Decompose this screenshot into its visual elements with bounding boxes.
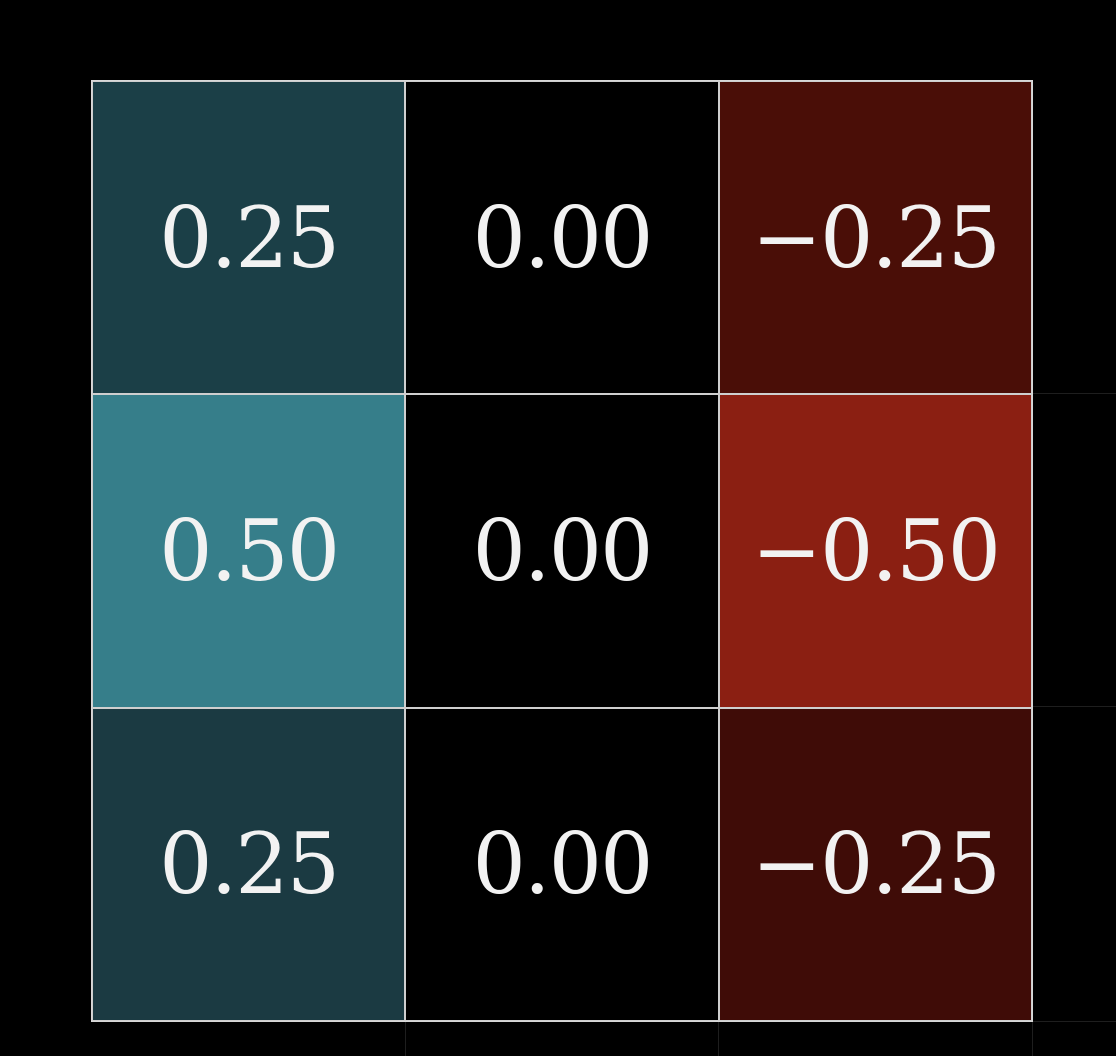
matrix-cell-r2-c1: 0.50: [92, 394, 406, 708]
background-grid-line: [1033, 1021, 1116, 1022]
cell-value: −0.25: [751, 815, 1001, 914]
cell-value: 0.25: [159, 815, 340, 914]
background-grid-line: [1032, 1022, 1033, 1056]
cell-value: 0.25: [159, 188, 340, 287]
cell-value: 0.00: [472, 815, 653, 914]
matrix-cell-r2-c2: 0.00: [405, 394, 719, 708]
cell-value: 0.00: [472, 188, 653, 287]
cell-value: −0.50: [751, 501, 1001, 600]
background-grid-line: [405, 1022, 406, 1056]
matrix-cell-r3-c2: 0.00: [405, 707, 719, 1021]
cell-value: 0.00: [472, 501, 653, 600]
background-grid-line: [718, 1022, 719, 1056]
matrix-cell-r1-c1: 0.25: [92, 81, 406, 395]
matrix-cell-r1-c2: 0.00: [405, 81, 719, 395]
background-grid-line: [1033, 393, 1116, 394]
matrix-cell-r2-c3: −0.50: [718, 394, 1032, 708]
cell-value: −0.25: [751, 188, 1001, 287]
background-grid-line: [1033, 706, 1116, 707]
matrix-cell-r3-c1: 0.25: [92, 707, 406, 1021]
kernel-matrix: 0.25 0.00 −0.25 0.50 0.00 −0.50 0.25 0.0…: [91, 80, 1033, 1022]
matrix-cell-r3-c3: −0.25: [718, 707, 1032, 1021]
matrix-cell-r1-c3: −0.25: [718, 81, 1032, 395]
cell-value: 0.50: [159, 501, 340, 600]
